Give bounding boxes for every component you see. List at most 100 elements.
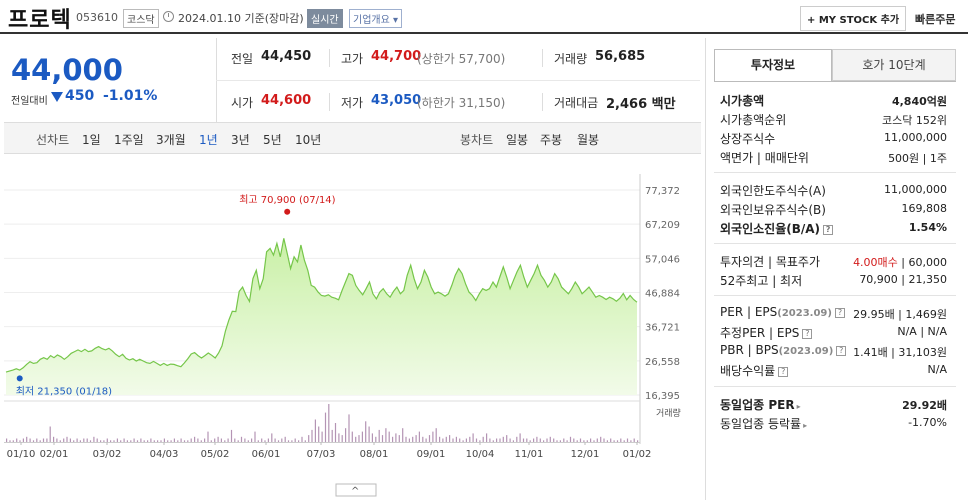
volume-bar bbox=[553, 438, 555, 442]
max-annotation: 최고 70,900 (07/14) bbox=[239, 194, 335, 206]
volume-bar bbox=[402, 428, 404, 442]
volume-bar bbox=[9, 440, 11, 442]
volume-bar bbox=[140, 438, 142, 442]
chevron-up-icon: ^ bbox=[351, 486, 359, 497]
volume-bar bbox=[573, 438, 575, 442]
volume-bar bbox=[462, 440, 464, 442]
volume-bar bbox=[492, 440, 494, 442]
volume-bar bbox=[626, 438, 629, 442]
range52-value: 70,900 | 21,350 bbox=[859, 273, 947, 286]
pbr-label: PBR | BPS(2023.09)? bbox=[720, 343, 847, 357]
volume-bar bbox=[42, 438, 45, 442]
volume-bar bbox=[220, 438, 222, 442]
volume-bar bbox=[334, 423, 337, 442]
volume-bar bbox=[613, 440, 615, 442]
period-3y[interactable]: 3년 bbox=[231, 133, 250, 147]
volume-bar bbox=[277, 440, 280, 442]
volume-bar bbox=[368, 426, 370, 442]
realtime-button[interactable]: 실시간 bbox=[307, 9, 343, 28]
period-10y[interactable]: 10년 bbox=[295, 133, 322, 147]
industry-per-label[interactable]: 동일업종 PER ▸ bbox=[720, 396, 801, 413]
volume-bar bbox=[113, 440, 115, 442]
volume-bar bbox=[536, 436, 538, 442]
market-cap-value: 4,840억원 bbox=[891, 95, 947, 108]
volume-bar bbox=[321, 431, 323, 442]
period-1w[interactable]: 1주일 bbox=[114, 133, 144, 147]
volume-bar bbox=[361, 431, 363, 442]
x-tick-label: 12/01 bbox=[571, 449, 600, 460]
volume-bar bbox=[623, 440, 625, 442]
volume-bar bbox=[227, 438, 229, 442]
period-3m[interactable]: 3개월 bbox=[156, 133, 186, 147]
par-label: 액면가 | 매매단위 bbox=[720, 151, 809, 165]
x-tick-label: 08/01 bbox=[360, 449, 389, 460]
help-icon[interactable]: ? bbox=[836, 345, 847, 356]
help-icon[interactable]: ? bbox=[778, 366, 789, 377]
market-cap-label: 시가총액 bbox=[720, 94, 765, 108]
foreign-ratio-label[interactable]: 외국인소진율(B/A)? bbox=[720, 220, 834, 237]
volume-bar bbox=[465, 438, 467, 442]
volume-bar bbox=[408, 438, 410, 442]
company-info-dropdown[interactable]: 기업개요 ▾ bbox=[349, 9, 402, 28]
dividend-value: N/A bbox=[927, 363, 947, 376]
collapse-chart-button[interactable] bbox=[335, 483, 377, 497]
open-label: 시가 bbox=[231, 96, 254, 110]
rank-value: 코스닥 152위 bbox=[882, 114, 947, 127]
volume-bar bbox=[533, 438, 535, 442]
volume-bar bbox=[600, 436, 602, 442]
volume-bar bbox=[240, 436, 243, 442]
tab-investment-info[interactable]: 투자정보 bbox=[714, 49, 832, 81]
rank-label: 시가총액순위 bbox=[720, 113, 787, 127]
volume-bar bbox=[539, 438, 541, 442]
volume-bar bbox=[274, 438, 276, 442]
y-tick-label: 77,372 bbox=[645, 186, 680, 197]
prev-close-value: 44,450 bbox=[261, 49, 312, 64]
volume-bar bbox=[331, 429, 333, 442]
y-tick-label: 16,395 bbox=[645, 391, 680, 402]
volume-bar bbox=[190, 438, 192, 442]
pbr-sub: (2023.09) bbox=[778, 346, 834, 357]
volume-bar bbox=[53, 436, 55, 442]
volume-bar bbox=[415, 435, 417, 442]
shares-value: 11,000,000 bbox=[884, 131, 947, 144]
volume-bar bbox=[422, 436, 424, 442]
candle-monthly[interactable]: 월봉 bbox=[577, 133, 600, 147]
section-divider bbox=[714, 295, 956, 296]
volume-bar bbox=[392, 436, 394, 442]
help-icon[interactable]: ? bbox=[823, 224, 834, 235]
volume-bar bbox=[556, 440, 558, 442]
stat-divider bbox=[329, 49, 330, 67]
volume-bar bbox=[351, 431, 353, 442]
section-divider bbox=[714, 386, 956, 387]
volume-bar bbox=[69, 438, 71, 442]
x-tick-label: 01/02 bbox=[623, 449, 652, 460]
volume-bar bbox=[19, 440, 21, 442]
volume-bar bbox=[204, 438, 206, 442]
help-icon[interactable]: ? bbox=[802, 328, 813, 339]
industry-change-label[interactable]: 동일업종 등락률 ▸ bbox=[720, 415, 807, 432]
volume-bar bbox=[264, 440, 266, 442]
x-tick-label: 07/03 bbox=[307, 449, 336, 460]
period-1d[interactable]: 1일 bbox=[82, 133, 101, 147]
quick-order-link[interactable]: 빠른주문 bbox=[915, 13, 956, 26]
volume-bar bbox=[83, 438, 85, 442]
y-axis-labels: 77,372 67,209 57,046 46,884 36,721 26,558 16,3… bbox=[645, 186, 680, 402]
volume-bar bbox=[133, 438, 135, 442]
help-icon[interactable]: ? bbox=[834, 307, 845, 318]
candle-weekly[interactable]: 주봉 bbox=[540, 133, 563, 147]
period-1y[interactable]: 1년 bbox=[199, 133, 218, 147]
volume-bar bbox=[73, 440, 75, 442]
pbr-label-text: PBR | BPS bbox=[720, 343, 779, 357]
volume-bar bbox=[371, 433, 373, 442]
period-5y[interactable]: 5년 bbox=[263, 133, 282, 147]
volume-bar bbox=[153, 440, 155, 442]
volume-bar bbox=[405, 436, 407, 442]
volume-bar bbox=[475, 438, 478, 442]
volume-bar bbox=[522, 438, 525, 442]
tab-order-book[interactable]: 호가 10단계 bbox=[832, 49, 956, 81]
volume-bar bbox=[616, 440, 619, 442]
candle-daily[interactable]: 일봉 bbox=[506, 133, 529, 147]
x-tick-label: 09/01 bbox=[417, 449, 446, 460]
volume-bar bbox=[569, 436, 572, 442]
add-my-stock-button[interactable]: + MY STOCK 추가 bbox=[800, 6, 907, 31]
